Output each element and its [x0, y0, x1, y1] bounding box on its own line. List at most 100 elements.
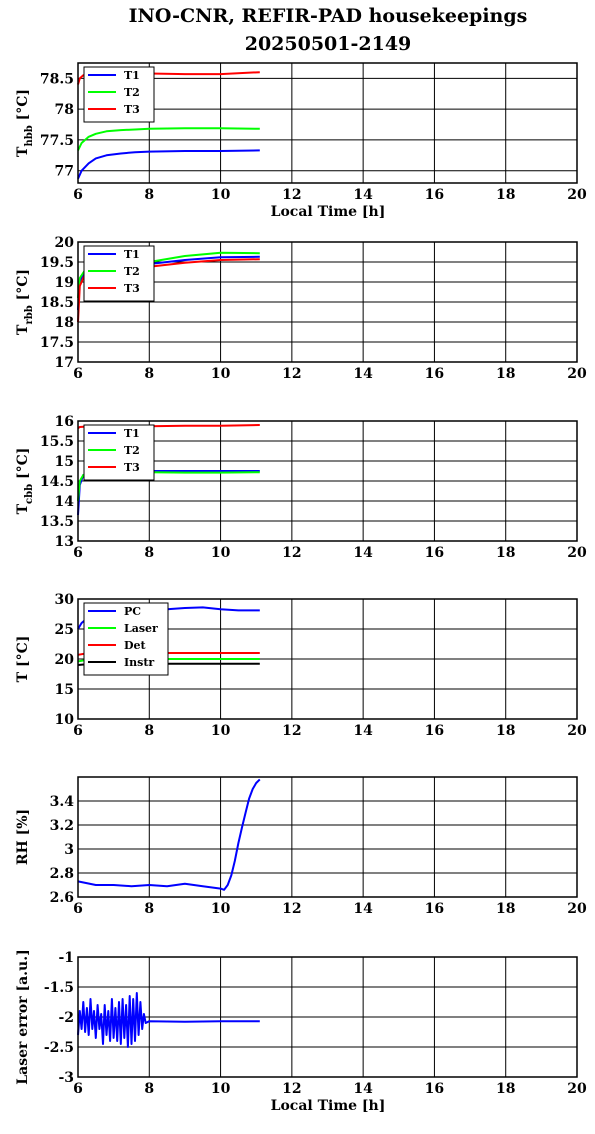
- series-line-t2: [77, 127, 260, 151]
- y-tick-label: 13: [55, 534, 74, 550]
- y-tick-label: 77: [55, 164, 74, 180]
- x-tick-label: 6: [73, 187, 83, 203]
- plot-frame: [77, 241, 578, 363]
- legend-label: T3: [124, 461, 140, 474]
- figure-title-line1: INO-CNR, REFIR-PAD housekeepings: [129, 5, 528, 27]
- y-axis-label: T [°C]: [15, 636, 31, 683]
- y-tick-label: 17.5: [40, 335, 74, 351]
- y-tick-label: 19.5: [40, 255, 74, 271]
- y-tick-label: -2: [58, 1010, 74, 1026]
- y-tick-label: 18: [55, 315, 74, 331]
- y-tick-label: 15: [55, 454, 74, 470]
- x-tick-label: 16: [425, 1081, 444, 1097]
- legend-label: PC: [124, 605, 141, 618]
- x-tick-label: 12: [282, 723, 301, 739]
- x-tick-label: 12: [282, 1081, 301, 1097]
- legend-label: T1: [124, 69, 140, 82]
- legend-label: T2: [124, 265, 140, 278]
- x-tick-label: 12: [282, 545, 301, 561]
- legend-label: T1: [124, 427, 140, 440]
- y-tick-label: 10: [55, 712, 75, 728]
- y-tick-label: 14: [55, 494, 75, 510]
- x-tick-label: 6: [73, 901, 83, 917]
- x-tick-label: 8: [144, 1081, 154, 1097]
- legend-label: T2: [124, 86, 140, 99]
- y-tick-label: 77.5: [40, 133, 74, 149]
- x-axis-label: Local Time [h]: [271, 204, 386, 220]
- y-tick-label: 19: [55, 275, 74, 291]
- y-tick-label: 2.8: [50, 866, 74, 882]
- y-tick-label: -2.5: [44, 1040, 74, 1056]
- y-tick-label: 2.6: [50, 890, 74, 906]
- legend-label: T2: [124, 444, 140, 457]
- y-axis-label: RH [%]: [15, 809, 31, 865]
- y-tick-label: -1.5: [44, 980, 74, 996]
- x-tick-label: 18: [496, 901, 515, 917]
- y-axis-label: Thbb [°C]: [15, 89, 35, 157]
- y-tick-label: 18.5: [40, 295, 74, 311]
- x-tick-label: 6: [73, 1081, 83, 1097]
- x-tick-label: 16: [425, 366, 444, 382]
- x-tick-label: 20: [567, 901, 587, 917]
- panels: 6 8 10 12 14 16 18 20 77 77.5 78 78.5 Local Time [h]…: [15, 62, 587, 1114]
- chart-panel-2: 6 8 10 12 14 16 18 20 17 17.5 18 18.5 19 19.5 20 Trbb […: [15, 235, 587, 382]
- y-tick-label: 20: [55, 652, 75, 668]
- legend-box: [83, 424, 155, 481]
- x-tick-label: 20: [567, 187, 587, 203]
- x-tick-label: 10: [211, 1081, 231, 1097]
- y-tick-label: -3: [58, 1070, 74, 1086]
- x-tick-label: 14: [353, 366, 373, 382]
- y-tick-label: 15.5: [40, 434, 74, 450]
- legend-label: T3: [124, 103, 140, 116]
- y-axis-label: Trbb [°C]: [15, 269, 35, 335]
- y-tick-label: 25: [55, 622, 74, 638]
- chart-panel-1: 6 8 10 12 14 16 18 20 77 77.5 78 78.5 Local Time [h]…: [15, 62, 587, 220]
- plot-frame: [77, 598, 578, 720]
- y-tick-label: 78: [55, 102, 74, 118]
- plot-frame: [77, 62, 578, 184]
- legend-label: T1: [124, 248, 140, 261]
- x-tick-label: 10: [211, 723, 231, 739]
- y-axis-label: Laser error [a.u.]: [15, 949, 31, 1084]
- x-tick-label: 16: [425, 187, 444, 203]
- figure-title-line2: 20250501-2149: [245, 33, 412, 55]
- plot-frame: [77, 420, 578, 542]
- y-tick-label: -1: [58, 950, 74, 966]
- y-tick-label: 3.4: [50, 794, 75, 810]
- x-tick-label: 10: [211, 901, 231, 917]
- x-tick-label: 10: [211, 366, 231, 382]
- x-tick-label: 16: [425, 545, 444, 561]
- x-tick-label: 8: [144, 723, 154, 739]
- legend-label: T3: [124, 282, 140, 295]
- x-tick-label: 12: [282, 187, 301, 203]
- x-tick-label: 8: [144, 187, 154, 203]
- x-tick-label: 16: [425, 723, 444, 739]
- x-tick-label: 10: [211, 545, 231, 561]
- y-tick-label: 16: [55, 414, 74, 430]
- x-axis-label: Local Time [h]: [271, 1098, 386, 1114]
- x-tick-label: 14: [353, 1081, 373, 1097]
- plot-frame: [77, 956, 578, 1078]
- y-tick-label: 14.5: [40, 474, 74, 490]
- y-tick-label: 17: [55, 355, 74, 371]
- x-tick-label: 20: [567, 366, 587, 382]
- x-tick-label: 20: [567, 1081, 587, 1097]
- x-tick-label: 18: [496, 366, 515, 382]
- x-tick-label: 18: [496, 723, 515, 739]
- y-tick-label: 13.5: [40, 514, 74, 530]
- legend-box: [83, 66, 155, 123]
- x-tick-label: 12: [282, 901, 301, 917]
- y-tick-label: 78.5: [40, 71, 74, 87]
- chart-panel-4: 6 8 10 12 14 16 18 20 10 15 20 25 30 T [°C] PC Laser Det…: [15, 592, 587, 739]
- x-tick-label: 18: [496, 187, 515, 203]
- chart-panel-5: 6 8 10 12 14 16 18 20 2.6 2.8 3 3.2 3.4 RH [%]: [15, 776, 587, 917]
- x-tick-label: 20: [567, 545, 587, 561]
- x-tick-label: 12: [282, 366, 301, 382]
- y-axis-label: Tcbb [°C]: [15, 448, 35, 515]
- x-tick-label: 8: [144, 366, 154, 382]
- y-tick-label: 30: [55, 592, 75, 608]
- y-tick-label: 15: [55, 682, 74, 698]
- legend-label: Laser: [124, 622, 158, 635]
- series-line-t1: [77, 149, 260, 180]
- x-tick-label: 6: [73, 723, 83, 739]
